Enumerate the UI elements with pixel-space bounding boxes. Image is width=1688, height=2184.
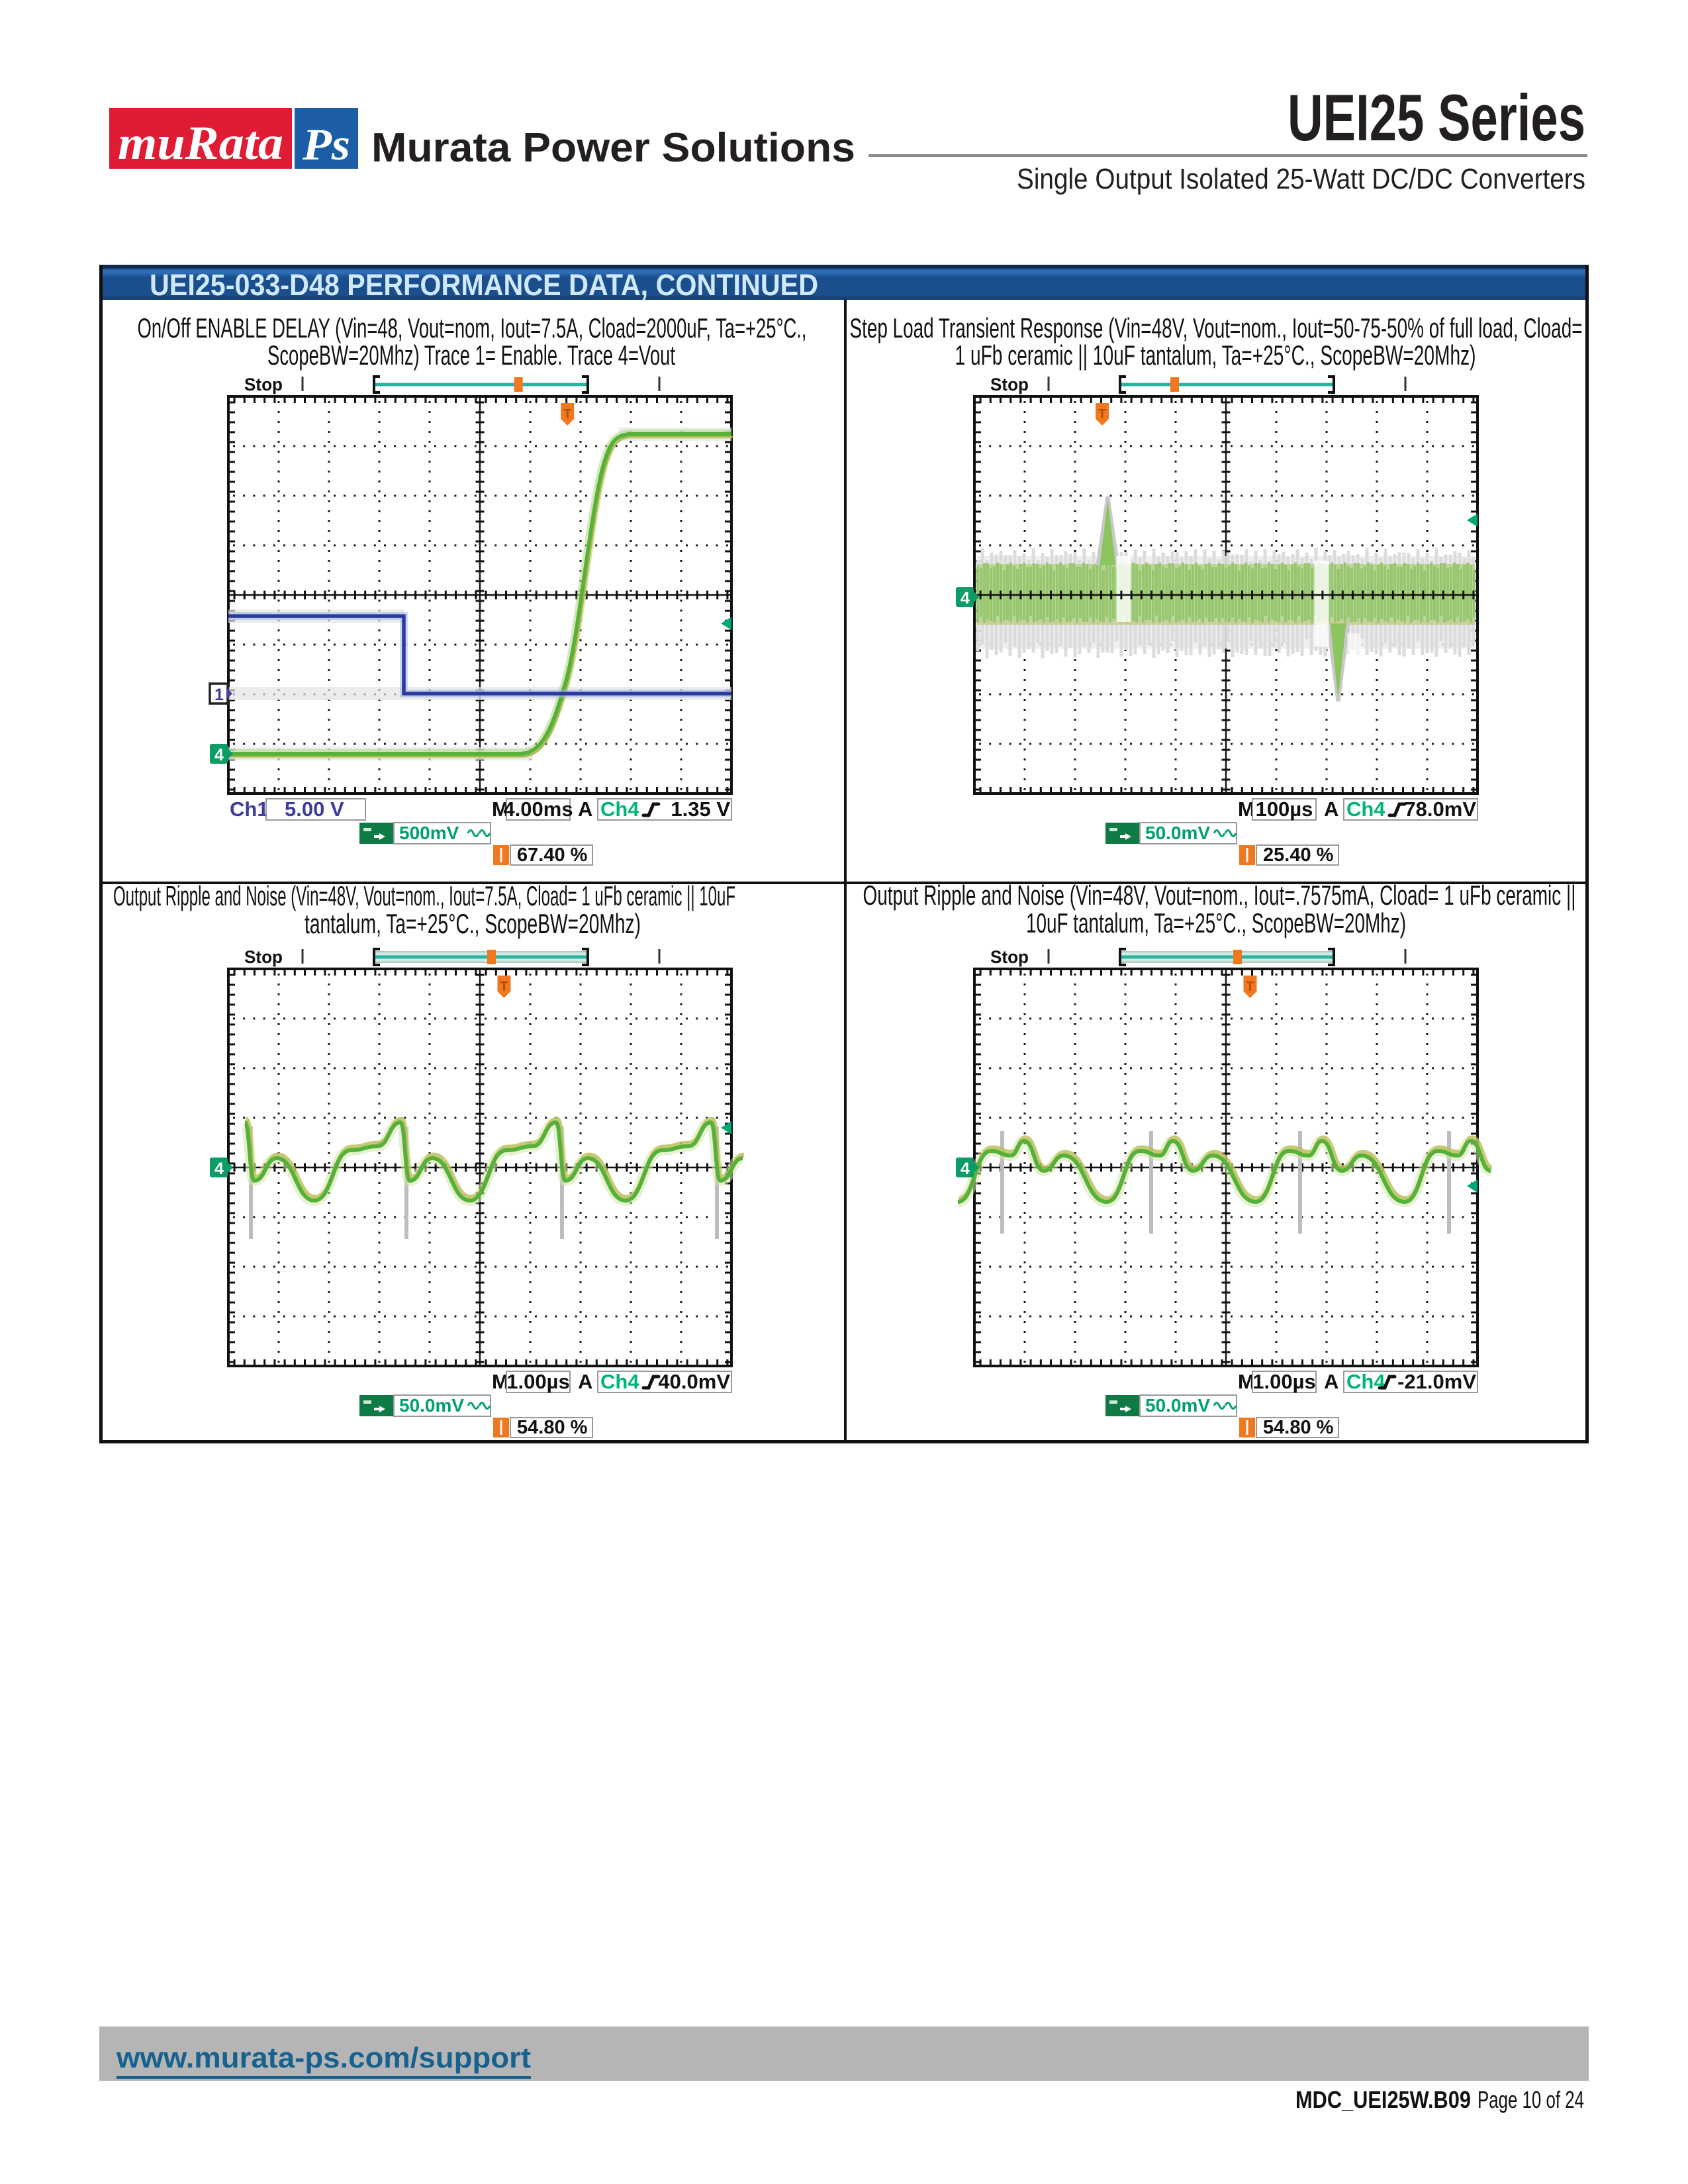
svg-text:4: 4 xyxy=(961,1160,970,1178)
svg-text:50.0mV: 50.0mV xyxy=(399,1395,464,1416)
svg-text:54.80 %: 54.80 % xyxy=(1263,1417,1334,1438)
svg-text:10uF tantalum, Ta=+25°C., Scop: 10uF tantalum, Ta=+25°C., ScopeBW=20Mhz) xyxy=(1026,907,1406,938)
svg-text:4: 4 xyxy=(214,1160,224,1178)
svg-text:ScopeBW=20Mhz) Trace 1= Enable: ScopeBW=20Mhz) Trace 1= Enable. Trace 4=… xyxy=(267,340,675,371)
svg-text:25.40 %: 25.40 % xyxy=(1263,844,1334,866)
svg-text:A: A xyxy=(1324,797,1338,821)
svg-text:100µs: 100µs xyxy=(1256,797,1313,821)
svg-text:4: 4 xyxy=(214,746,224,764)
svg-text:1.35 V: 1.35 V xyxy=(671,797,730,821)
svg-text:50.0mV: 50.0mV xyxy=(1145,1395,1210,1416)
svg-text:Output Ripple and Noise (Vin=4: Output Ripple and Noise (Vin=48V, Vout=n… xyxy=(113,880,735,911)
svg-text:-21.0mV: -21.0mV xyxy=(1397,1370,1476,1393)
svg-text:Ch1: Ch1 xyxy=(230,797,269,821)
svg-text:T: T xyxy=(563,407,571,422)
svg-text:4: 4 xyxy=(961,589,970,608)
svg-text:Page 10 of 24: Page 10 of 24 xyxy=(1477,2086,1584,2113)
svg-text:UEI25 Series: UEI25 Series xyxy=(1288,81,1585,154)
svg-text:Ch4: Ch4 xyxy=(600,1370,639,1393)
svg-text:tantalum, Ta=+25°C., ScopeBW=2: tantalum, Ta=+25°C., ScopeBW=20Mhz) xyxy=(305,908,641,939)
svg-text:500mV: 500mV xyxy=(399,823,459,843)
svg-text:UEI25-033-D48 PERFORMANCE DATA: UEI25-033-D48 PERFORMANCE DATA, CONTINUE… xyxy=(150,268,818,302)
svg-text:Stop: Stop xyxy=(244,947,283,967)
svg-text:78.0mV: 78.0mV xyxy=(1404,797,1476,821)
svg-text:Stop: Stop xyxy=(244,375,283,394)
svg-text:T: T xyxy=(1098,407,1106,422)
svg-text:Ch4: Ch4 xyxy=(600,797,639,821)
svg-text:5.00 V: 5.00 V xyxy=(285,797,344,821)
svg-text:40.0mV: 40.0mV xyxy=(658,1370,730,1393)
svg-text:Ch4: Ch4 xyxy=(1346,797,1385,821)
svg-text:1.00µs: 1.00µs xyxy=(506,1370,569,1393)
svg-text:Stop: Stop xyxy=(990,947,1029,967)
svg-text:1: 1 xyxy=(214,686,224,704)
svg-text:T: T xyxy=(500,979,508,994)
svg-text:1 uFb ceramic || 10uF tantalum: 1 uFb ceramic || 10uF tantalum, Ta=+25°C… xyxy=(955,340,1476,371)
svg-text:A: A xyxy=(578,1370,592,1393)
svg-text:Ch4: Ch4 xyxy=(1346,1370,1385,1393)
svg-text:MDC_UEI25W.B09: MDC_UEI25W.B09 xyxy=(1295,2086,1471,2113)
svg-text:A: A xyxy=(1324,1370,1338,1393)
svg-text:T: T xyxy=(1246,979,1254,994)
svg-text:www.murata-ps.com/support: www.murata-ps.com/support xyxy=(116,2042,531,2074)
svg-text:54.80 %: 54.80 % xyxy=(517,1417,588,1438)
svg-text:4.00ms: 4.00ms xyxy=(503,797,573,821)
svg-text:Stop: Stop xyxy=(990,375,1029,394)
svg-text:A: A xyxy=(578,797,592,821)
svg-text:67.40 %: 67.40 % xyxy=(517,844,588,866)
svg-text:muRata: muRata xyxy=(118,116,283,169)
svg-text:Step Load Transient Response (: Step Load Transient Response (Vin=48V, V… xyxy=(850,312,1583,343)
svg-text:50.0mV: 50.0mV xyxy=(1145,823,1210,843)
svg-text:Output Ripple and Noise (Vin=4: Output Ripple and Noise (Vin=48V, Vout=n… xyxy=(863,880,1576,911)
svg-text:Single Output Isolated 25-Watt: Single Output Isolated 25-Watt DC/DC Con… xyxy=(1017,163,1585,195)
svg-text:On/Off ENABLE DELAY (Vin=48, V: On/Off ENABLE DELAY (Vin=48, Vout=nom, I… xyxy=(138,312,807,343)
svg-text:Murata Power Solutions: Murata Power Solutions xyxy=(371,125,855,171)
svg-text:Ps: Ps xyxy=(302,119,350,169)
svg-text:1.00µs: 1.00µs xyxy=(1252,1370,1315,1393)
